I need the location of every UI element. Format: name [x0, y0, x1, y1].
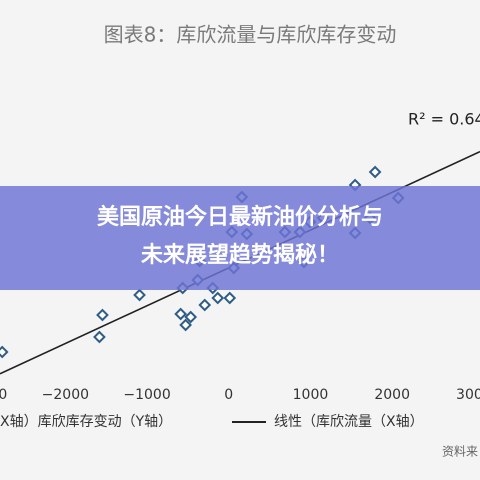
point	[174, 307, 188, 321]
x-tick-label: −1000	[123, 387, 170, 403]
point	[198, 298, 212, 312]
banner	[0, 186, 480, 290]
legend-label: 线性（库欣流量（X轴）	[274, 414, 424, 430]
x-tick-label: 0	[224, 387, 233, 403]
point	[179, 318, 192, 332]
x-tick-label: 1000	[293, 387, 329, 403]
legend: X轴）库欣库存变动（Y轴） 线性（库欣流量（X轴）	[0, 414, 424, 430]
x-tick-label: −2000	[42, 387, 89, 403]
point	[133, 288, 146, 302]
x-tick-label: 3000	[456, 387, 480, 403]
chart-title: 图表8：库欣流量与库欣库存变动	[104, 23, 397, 47]
point	[93, 330, 106, 344]
point	[0, 345, 9, 359]
x-tick-label: 2000	[374, 387, 410, 403]
point	[368, 165, 382, 179]
banner-line: 美国原油今日最新油价分析与	[97, 204, 383, 230]
r-squared: R² = 0.64	[408, 110, 480, 129]
point	[211, 291, 225, 305]
legend-label: X轴）库欣库存变动（Y轴）	[0, 414, 172, 430]
banner-line: 未来展望趋势揭秘！	[141, 242, 339, 268]
x-tick-label: −3000	[0, 387, 7, 403]
point	[184, 310, 198, 324]
point	[223, 291, 237, 305]
source: 资料来	[442, 445, 478, 459]
point	[96, 308, 109, 322]
